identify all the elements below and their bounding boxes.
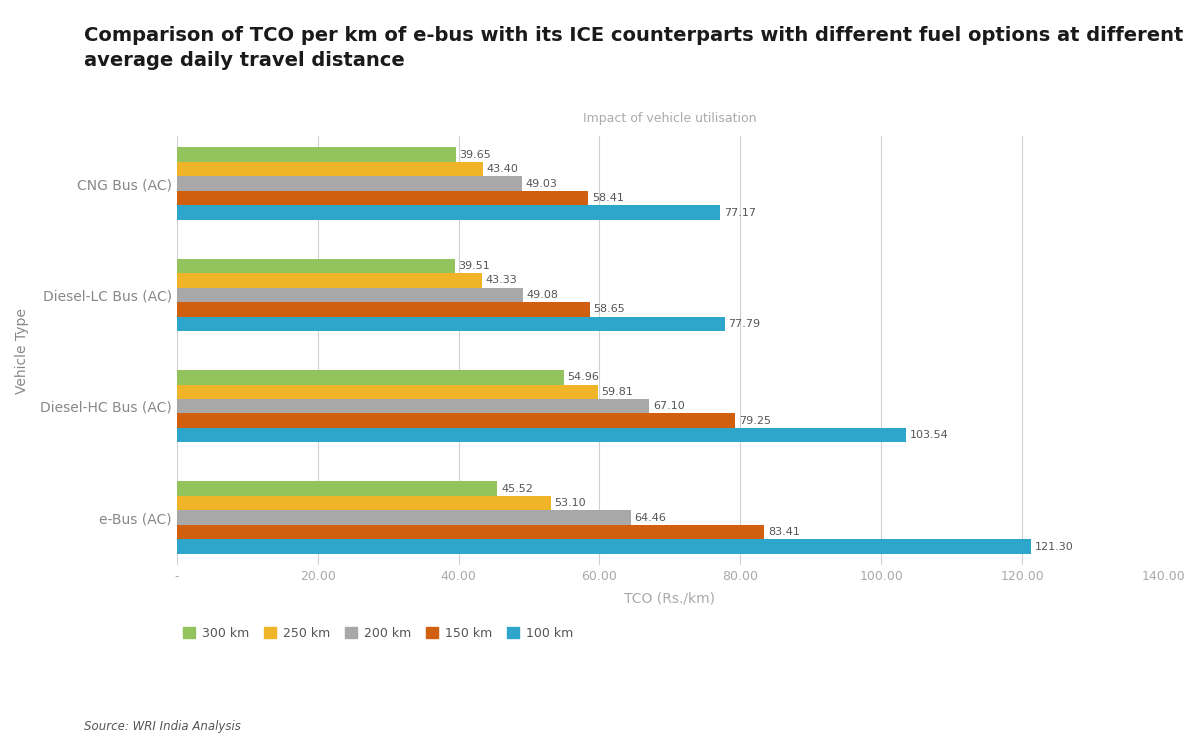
Y-axis label: Vehicle Type: Vehicle Type xyxy=(16,308,29,393)
Bar xyxy=(176,384,598,399)
Text: 83.41: 83.41 xyxy=(768,527,800,537)
Text: 58.41: 58.41 xyxy=(592,193,624,203)
Bar xyxy=(176,148,456,162)
Bar xyxy=(176,482,498,496)
Text: 43.40: 43.40 xyxy=(486,164,518,174)
Text: 54.96: 54.96 xyxy=(568,372,599,382)
Bar xyxy=(176,525,764,539)
Text: 49.03: 49.03 xyxy=(526,178,558,189)
Text: 67.10: 67.10 xyxy=(653,401,685,411)
Bar xyxy=(176,162,482,176)
Bar xyxy=(176,205,720,219)
Bar xyxy=(176,258,455,273)
Text: 58.65: 58.65 xyxy=(594,304,625,315)
Bar xyxy=(176,399,649,413)
Bar xyxy=(176,539,1031,554)
Text: 77.17: 77.17 xyxy=(724,207,756,217)
Text: 121.30: 121.30 xyxy=(1034,542,1074,551)
Bar xyxy=(176,510,631,525)
Text: 39.51: 39.51 xyxy=(458,261,491,271)
Bar xyxy=(176,302,590,317)
Text: Comparison of TCO per km of e-bus with its ICE counterparts with different fuel : Comparison of TCO per km of e-bus with i… xyxy=(84,26,1183,70)
X-axis label: TCO (Rs./km): TCO (Rs./km) xyxy=(624,591,715,605)
Text: 49.08: 49.08 xyxy=(526,290,558,300)
Text: Source: WRI India Analysis: Source: WRI India Analysis xyxy=(84,720,241,733)
Bar xyxy=(176,317,725,331)
Bar xyxy=(176,413,736,428)
Text: 77.79: 77.79 xyxy=(728,319,761,329)
Text: 103.54: 103.54 xyxy=(910,430,948,440)
Text: 59.81: 59.81 xyxy=(601,386,634,397)
Bar xyxy=(176,370,564,384)
Title: Impact of vehicle utilisation: Impact of vehicle utilisation xyxy=(583,112,757,125)
Bar xyxy=(176,176,522,191)
Text: 39.65: 39.65 xyxy=(460,150,491,160)
Bar xyxy=(176,496,551,510)
Bar xyxy=(176,273,482,288)
Bar xyxy=(176,428,906,443)
Text: 64.46: 64.46 xyxy=(635,512,666,523)
Text: 45.52: 45.52 xyxy=(500,484,533,494)
Text: 79.25: 79.25 xyxy=(739,416,770,425)
Legend: 300 km, 250 km, 200 km, 150 km, 100 km: 300 km, 250 km, 200 km, 150 km, 100 km xyxy=(182,627,572,640)
Bar xyxy=(176,191,588,205)
Text: 53.10: 53.10 xyxy=(554,498,586,508)
Bar xyxy=(176,288,522,302)
Text: 43.33: 43.33 xyxy=(486,276,517,285)
